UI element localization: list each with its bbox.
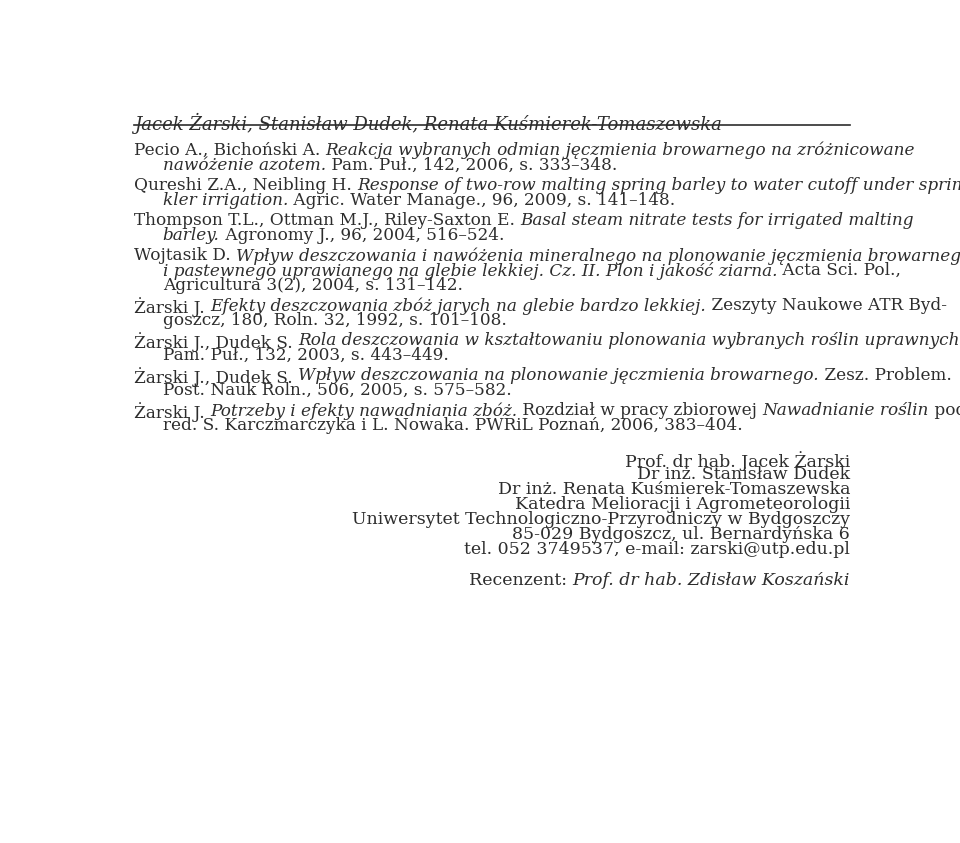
Text: Dr inż. Renata Kuśmierek-Tomaszewska: Dr inż. Renata Kuśmierek-Tomaszewska — [497, 481, 850, 498]
Text: Uniwersytet Technologiczno-Przyrodniczy w Bydgoszczy: Uniwersytet Technologiczno-Przyrodniczy … — [352, 511, 850, 529]
Text: Katedra Melioracji i Agrometeorologii: Katedra Melioracji i Agrometeorologii — [515, 497, 850, 513]
Text: Qureshi Z.A., Neibling H.: Qureshi Z.A., Neibling H. — [134, 177, 357, 194]
Text: Wojtasik D.: Wojtasik D. — [134, 247, 236, 264]
Text: Prof. dr hab. Jacek Żarski: Prof. dr hab. Jacek Żarski — [625, 451, 850, 471]
Text: Thompson T.L., Ottman M.J., Riley-Saxton E.: Thompson T.L., Ottman M.J., Riley-Saxton… — [134, 212, 520, 229]
Text: Agric. Water Manage., 96, 2009, s. 141–148.: Agric. Water Manage., 96, 2009, s. 141–1… — [288, 192, 675, 209]
Text: nawóżenie azotem.: nawóżenie azotem. — [162, 157, 325, 174]
Text: kler irrigation.: kler irrigation. — [162, 192, 288, 209]
Text: Post. Nauk Roln., 506, 2005, s. 575–582.: Post. Nauk Roln., 506, 2005, s. 575–582. — [162, 382, 512, 400]
Text: Efekty deszczowania zbóż jarych na glebie bardzo lekkiej.: Efekty deszczowania zbóż jarych na glebi… — [210, 297, 706, 314]
Text: Rola deszczowania w kształtowaniu plonowania wybranych roślin uprawnych.: Rola deszczowania w kształtowaniu plonow… — [298, 332, 960, 349]
Text: 85-029 Bydgoszcz, ul. Bernardyńska 6: 85-029 Bydgoszcz, ul. Bernardyńska 6 — [513, 526, 850, 543]
Text: Reakcja wybranych odmian jęczmienia browarnego na zróżnicowane: Reakcja wybranych odmian jęczmienia brow… — [325, 142, 915, 159]
Text: Jacek Żarski, Stanisław Dudek, Renata Kuśmierek-Tomaszewska: Jacek Żarski, Stanisław Dudek, Renata Ku… — [134, 113, 722, 134]
Text: Nawadnianie roślin: Nawadnianie roślin — [762, 402, 929, 419]
Text: Potrzeby i efekty nawadniania zbóż.: Potrzeby i efekty nawadniania zbóż. — [210, 402, 517, 420]
Text: Acta Sci. Pol.,: Acta Sci. Pol., — [778, 262, 901, 279]
Text: Dr inż. Stanisław Dudek: Dr inż. Stanisław Dudek — [636, 466, 850, 483]
Text: Żarski J., Dudek S.: Żarski J., Dudek S. — [134, 368, 298, 387]
Text: barley.: barley. — [162, 227, 220, 244]
Text: Pam. Puł., 132, 2003, s. 443–449.: Pam. Puł., 132, 2003, s. 443–449. — [162, 347, 448, 364]
Text: Agricultura 3(2), 2004, s. 131–142.: Agricultura 3(2), 2004, s. 131–142. — [162, 277, 463, 294]
Text: Prof. dr hab. Zdisław Koszański: Prof. dr hab. Zdisław Koszański — [573, 572, 850, 588]
Text: Basal steam nitrate tests for irrigated malting: Basal steam nitrate tests for irrigated … — [520, 212, 914, 229]
Text: Rozdział w pracy zbiorowej: Rozdział w pracy zbiorowej — [517, 402, 762, 419]
Text: red. S. Karczmarczyka i L. Nowaka. PWRiL Poznań, 2006, 383–404.: red. S. Karczmarczyka i L. Nowaka. PWRiL… — [162, 417, 742, 434]
Text: tel. 052 3749537, e-mail: zarski@utp.edu.pl: tel. 052 3749537, e-mail: zarski@utp.edu… — [465, 541, 850, 558]
Text: Response of two-row malting spring barley to water cutoff under sprin-: Response of two-row malting spring barle… — [357, 177, 960, 194]
Text: Zeszyty Naukowe ATR Byd-: Zeszyty Naukowe ATR Byd- — [706, 297, 947, 314]
Text: Wpływ deszczowania i nawóżenia mineralnego na plonowanie jęczmienia browarnego: Wpływ deszczowania i nawóżenia mineralne… — [236, 247, 960, 265]
Text: Pam. Puł., 142, 2006, s. 333–348.: Pam. Puł., 142, 2006, s. 333–348. — [325, 157, 617, 174]
Text: pod: pod — [929, 402, 960, 419]
Text: i pastewnego uprawianego na glebie lekkiej. Cz. II. Plon i jakość ziarna.: i pastewnego uprawianego na glebie lekki… — [162, 262, 778, 280]
Text: Żarski J.: Żarski J. — [134, 402, 210, 422]
Text: Agronomy J., 96, 2004, 516–524.: Agronomy J., 96, 2004, 516–524. — [220, 227, 504, 244]
Text: goszcz, 180, Roln. 32, 1992, s. 101–108.: goszcz, 180, Roln. 32, 1992, s. 101–108. — [162, 312, 507, 329]
Text: Recenzent:: Recenzent: — [469, 572, 573, 588]
Text: Żarski J.: Żarski J. — [134, 297, 210, 317]
Text: Żarski J., Dudek S.: Żarski J., Dudek S. — [134, 332, 298, 352]
Text: Pecio A., Bichoński A.: Pecio A., Bichoński A. — [134, 142, 325, 159]
Text: Wpływ deszczowania na plonowanie jęczmienia browarnego.: Wpływ deszczowania na plonowanie jęczmie… — [298, 368, 819, 384]
Text: Zesz. Problem.: Zesz. Problem. — [819, 368, 951, 384]
